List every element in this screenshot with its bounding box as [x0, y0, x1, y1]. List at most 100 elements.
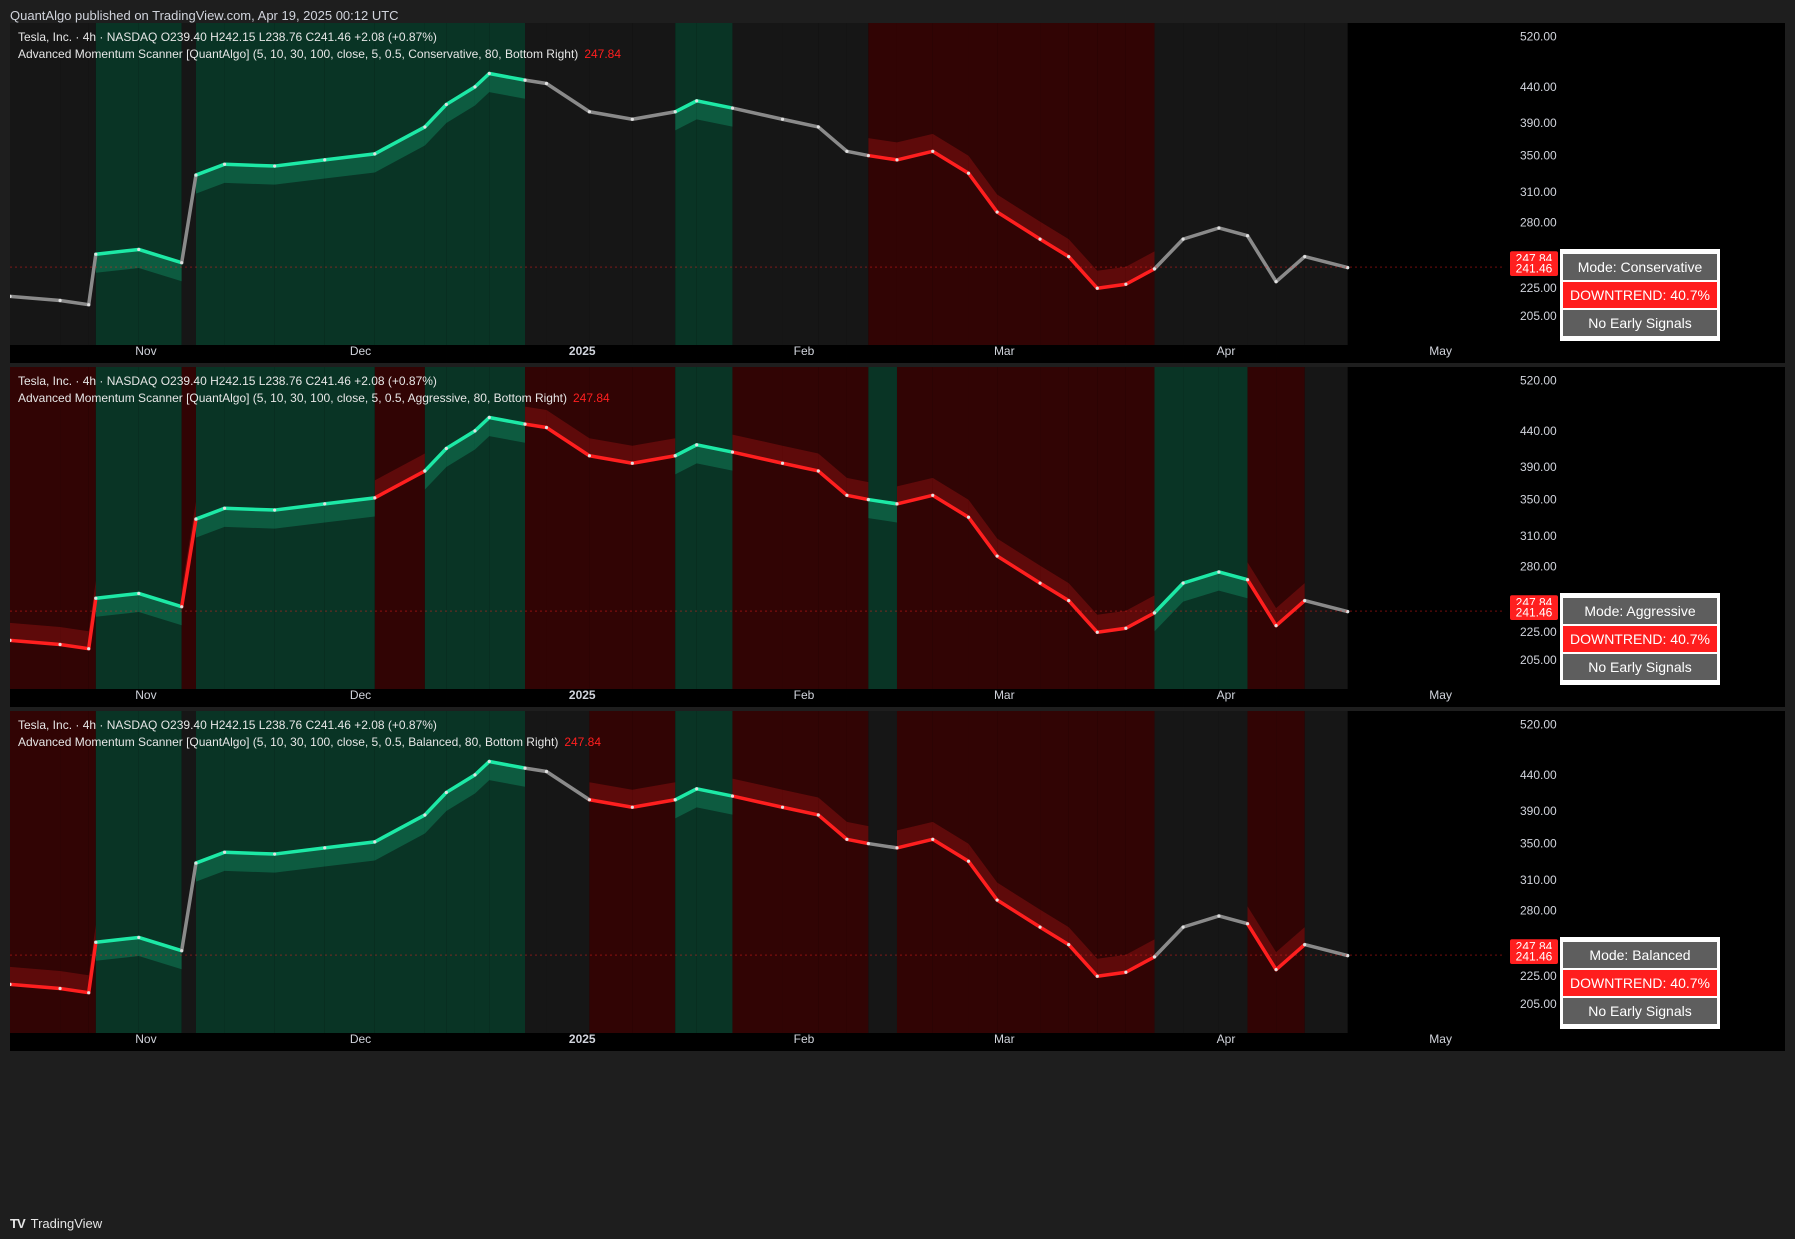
regime-band — [1276, 367, 1305, 689]
regime-band — [818, 23, 847, 345]
trend-line-segment — [272, 502, 327, 512]
brand-label[interactable]: TradingView — [30, 1216, 103, 1231]
price-point — [995, 210, 999, 214]
trend-line-segment — [1095, 626, 1128, 634]
price-point — [866, 497, 870, 502]
trend-ribbon — [374, 453, 425, 498]
trend-ribbon — [1068, 583, 1098, 633]
regime-band — [1097, 711, 1126, 1033]
trend-cell: DOWNTREND: 40.7% — [1563, 626, 1717, 652]
regime-band — [88, 711, 96, 1033]
y-tick-label: 280.00 — [1520, 904, 1557, 918]
trend-ribbon — [818, 453, 847, 496]
indicator-legend[interactable]: Advanced Momentum Scanner [QuantAlgo] (5… — [18, 47, 579, 61]
price-point — [630, 805, 634, 809]
trend-ribbon — [932, 133, 969, 174]
trend-line-segment — [1245, 577, 1278, 628]
symbol-legend[interactable]: Tesla, Inc. · 4h · NASDAQ O239.40 H242.1… — [18, 718, 437, 732]
trend-ribbon — [1276, 583, 1305, 626]
regime-band — [589, 23, 633, 345]
trend-line-segment — [222, 850, 277, 856]
trend-ribbon — [1040, 909, 1069, 945]
trend-line-segment — [694, 443, 735, 454]
indicator-legend[interactable]: Advanced Momentum Scanner [QuantAlgo] (5… — [18, 391, 567, 405]
trend-line-segment — [966, 171, 999, 214]
price-point — [630, 117, 634, 121]
trend-line-segment — [587, 454, 635, 466]
price-point — [966, 859, 971, 863]
regime-band — [474, 23, 490, 345]
y-tick-label: 205.00 — [1520, 997, 1557, 1011]
trend-line-segment — [1302, 254, 1350, 270]
x-tick-label: 2025 — [569, 1032, 596, 1046]
trend-line-segment — [845, 493, 871, 502]
regime-band — [696, 367, 733, 689]
regime-band — [1154, 23, 1184, 345]
trend-line-segment — [1181, 914, 1221, 929]
price-point — [58, 298, 62, 303]
regime-band — [424, 23, 447, 345]
x-tick-label: 2025 — [569, 344, 596, 358]
trend-ribbon — [195, 852, 225, 882]
price-point — [1067, 599, 1071, 603]
chart-canvas[interactable]: 520.00 440.00 390.00 350.00 310.00 280.00 225.… — [10, 23, 1785, 363]
regime-band — [60, 367, 89, 689]
trend-line-segment — [194, 850, 227, 865]
y-tick-label: 310.00 — [1520, 873, 1557, 887]
indicator-value: 247.84 — [584, 47, 622, 61]
price-point — [730, 106, 735, 110]
regime-band — [224, 711, 275, 1033]
chart-canvas[interactable]: 520.00 440.00 390.00 350.00 310.00 280.00 225.… — [10, 711, 1785, 1051]
indicator-legend[interactable]: Advanced Momentum Scanner [QuantAlgo] (5… — [18, 735, 559, 749]
price-point — [1245, 922, 1250, 926]
trend-line-segment — [222, 162, 277, 168]
trend-ribbon — [732, 778, 783, 808]
trend-line-segment — [444, 85, 477, 107]
regime-band — [374, 23, 425, 345]
price-point — [1303, 255, 1307, 259]
trend-line-segment — [322, 496, 377, 506]
price-tag — [1510, 605, 1558, 621]
trend-line-segment — [1066, 598, 1100, 634]
chart-panel-aggressive[interactable]: 520.00 440.00 390.00 350.00 310.00 280.00 225.… — [10, 367, 1785, 707]
trend-line-segment — [1217, 570, 1250, 582]
trend-ribbon — [868, 499, 897, 523]
regime-band — [1097, 23, 1126, 345]
price-point — [931, 493, 935, 497]
chart-panel-conservative[interactable]: 520.00 440.00 390.00 350.00 310.00 280.00 225.… — [10, 23, 1785, 363]
regime-band — [675, 367, 697, 689]
regime-band — [525, 23, 547, 345]
trend-line-segment — [137, 935, 184, 953]
trend-line-segment — [10, 982, 62, 991]
x-tick-label: Apr — [1217, 688, 1236, 702]
trend-ribbon — [474, 73, 490, 106]
regime-band — [60, 711, 89, 1033]
trend-line-segment — [1302, 942, 1350, 958]
price-point — [895, 846, 899, 850]
trend-line-segment — [137, 591, 184, 609]
price-point — [194, 517, 198, 521]
regime-band — [324, 23, 375, 345]
mode-cell: Mode: Conservative — [1563, 254, 1717, 280]
trend-ribbon — [474, 417, 490, 450]
trend-line-segment — [587, 798, 635, 810]
regime-band — [1247, 711, 1277, 1033]
regime-band — [896, 367, 933, 689]
chart-panel-balanced[interactable]: 520.00 440.00 390.00 350.00 310.00 280.00 225.… — [10, 711, 1785, 1051]
chart-canvas[interactable]: 520.00 440.00 390.00 350.00 310.00 280.00 225.… — [10, 367, 1785, 707]
symbol-legend[interactable]: Tesla, Inc. · 4h · NASDAQ O239.40 H242.1… — [18, 374, 437, 388]
regime-band — [932, 711, 969, 1033]
tradingview-logo-icon[interactable]: TV — [10, 1216, 26, 1231]
price-tag-label: 241.46 — [1516, 606, 1553, 620]
trend-ribbon — [997, 882, 1041, 928]
price-point — [1245, 578, 1250, 582]
trend-cell: DOWNTREND: 40.7% — [1563, 282, 1717, 308]
trend-ribbon — [1097, 954, 1126, 977]
x-tick-label: May — [1429, 1032, 1452, 1046]
x-tick-label: Nov — [135, 1032, 156, 1046]
price-tag — [1510, 949, 1558, 965]
price-point — [673, 110, 677, 114]
trend-ribbon — [968, 843, 998, 901]
symbol-legend[interactable]: Tesla, Inc. · 4h · NASDAQ O239.40 H242.1… — [18, 30, 437, 44]
trend-line-segment — [444, 773, 477, 795]
